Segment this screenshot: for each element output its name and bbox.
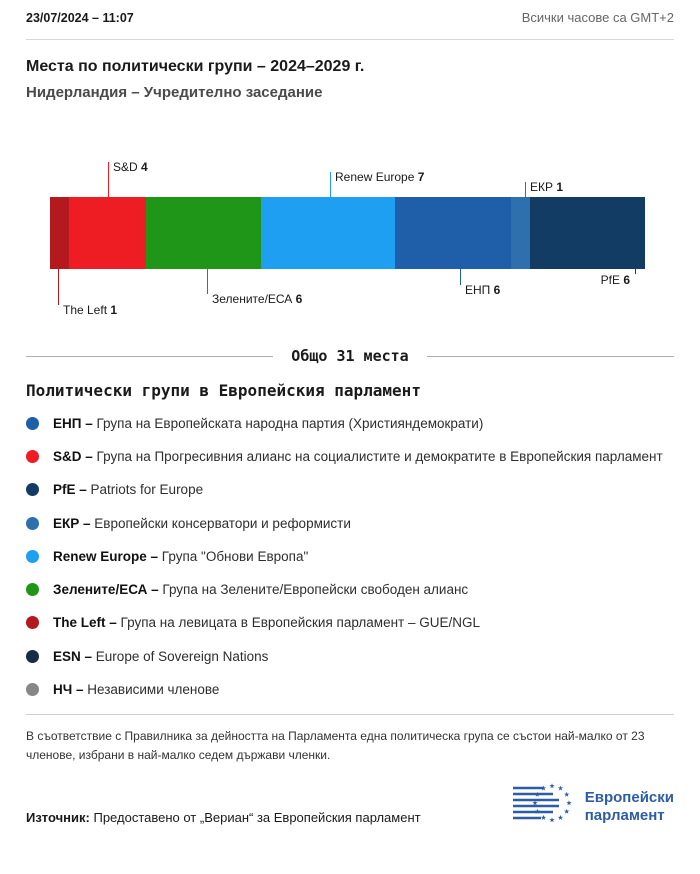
bar-segment-ЕКР[interactable] — [510, 197, 530, 269]
group-color-dot — [26, 483, 39, 497]
group-color-dot — [26, 682, 39, 696]
source-text: Предоставено от „Вериан“ за Европейския … — [93, 810, 421, 826]
bar-segment-Renew Europe[interactable] — [261, 197, 396, 269]
callout-label-sd: S&D 4 — [113, 160, 148, 174]
rules-footnote: В съответствие с Правилника за дейността… — [26, 728, 645, 762]
group-color-dot — [26, 516, 39, 530]
timezone-note: Всички часове са GMT+2 — [521, 10, 674, 25]
bar-segment-The Left[interactable] — [50, 197, 70, 269]
legend-item-ecr: ЕКР – Европейски консерватори и реформис… — [26, 515, 674, 533]
total-divider-left — [26, 355, 274, 357]
group-color-dot — [26, 450, 39, 464]
group-abbr: Зелените/ЕСА – — [53, 582, 159, 598]
page-footer: Източник: Предоставено от „Вериан“ за Ев… — [26, 780, 674, 833]
callout-label-theleft: The Left 1 — [63, 303, 118, 317]
callout-line-epp — [460, 269, 461, 285]
group-abbr: PfE – — [53, 482, 87, 498]
group-description: Група на Зелените/Европейски свободен ал… — [162, 582, 469, 598]
group-description: Група на Прогресивния алианс на социалис… — [96, 449, 663, 465]
group-abbr: НЧ – — [53, 681, 84, 697]
legend-item-greens: Зелените/ЕСА – Група на Зелените/Европей… — [26, 581, 674, 599]
legend-item-epp: ЕНП – Група на Европейската народна парт… — [26, 415, 674, 433]
eu-parliament-logo-icon — [511, 780, 575, 833]
bar-segment-Зелените/ЕСА[interactable] — [145, 197, 262, 269]
group-description: Европейски консерватори и реформисти — [94, 515, 351, 531]
callout-label-renew: Renew Europe 7 — [335, 170, 425, 184]
stacked-bar — [50, 197, 645, 269]
callout-line-pfe — [635, 269, 636, 274]
group-description: Независими членове — [87, 681, 220, 697]
bar-segment-ЕНП[interactable] — [395, 197, 511, 269]
total-seats-row: Общо 31 места — [26, 347, 674, 365]
bar-segment-PfE[interactable] — [529, 197, 645, 269]
legend-heading: Политически групи в Европейския парламен… — [26, 381, 421, 400]
callout-label-epp: ЕНП 6 — [465, 283, 501, 297]
seat-distribution-chart: S&D 4 Renew Europe 7 ЕКР 1 The Left 1 Зе… — [26, 157, 674, 325]
callout-line-sd — [108, 162, 109, 197]
total-seats-label: Общо 31 места — [291, 347, 409, 365]
legend-item-ni: НЧ – Независими членове — [26, 681, 674, 699]
source-line: Източник: Предоставено от „Вериан“ за Ев… — [26, 810, 421, 825]
group-description: Група на Европейската народна партия (Хр… — [96, 416, 484, 431]
session-date: 23/07/2024 – 11:07 — [26, 11, 134, 25]
bar-segment-S&D[interactable] — [69, 197, 146, 269]
callout-line-greens — [207, 269, 208, 294]
footnote-divider — [26, 713, 674, 715]
legend-item-renew: Renew Europe – Група "Обнови Европа" — [26, 548, 674, 566]
group-description: Група на левицата в Европейския парламен… — [120, 615, 480, 631]
eu-parliament-logo[interactable]: Европейски парламент — [511, 780, 674, 833]
legend-item-pfe: PfE – Patriots for Europe — [26, 481, 674, 499]
logo-text-line1: Европейски — [584, 789, 674, 807]
callout-label-ecr: ЕКР 1 — [530, 180, 564, 194]
header-bar: 23/07/2024 – 11:07 Всички часове са GMT+… — [26, 10, 674, 30]
group-color-dot — [26, 616, 39, 630]
group-color-dot — [26, 649, 39, 663]
political-groups-legend: ЕНП – Група на Европейската народна парт… — [26, 415, 674, 699]
group-color-dot — [26, 583, 39, 597]
page-subtitle: Нидерландия – Учредително заседание — [26, 84, 323, 101]
group-abbr: The Left – — [53, 615, 117, 631]
callout-line-ecr — [525, 182, 526, 197]
group-abbr: ESN – — [53, 648, 93, 664]
group-abbr: Renew Europe – — [53, 548, 159, 564]
logo-text-line2: парламент — [584, 806, 665, 824]
logo-text: Европейски парламент — [585, 789, 674, 824]
source-label: Източник: — [26, 810, 90, 826]
legend-item-esn: ESN – Europe of Sovereign Nations — [26, 648, 674, 666]
group-color-dot — [26, 417, 39, 430]
callout-line-renew — [330, 172, 331, 197]
callout-label-greens: Зелените/ЕСА 6 — [212, 292, 303, 306]
page-title: Места по политически групи – 2024–2029 г… — [26, 58, 365, 75]
group-abbr: S&D – — [53, 449, 93, 465]
group-abbr: ЕНП – — [53, 416, 93, 431]
group-description: Група "Обнови Европа" — [161, 548, 309, 564]
group-description: Europe of Sovereign Nations — [95, 648, 269, 664]
group-color-dot — [26, 549, 39, 563]
group-abbr: ЕКР – — [53, 515, 91, 531]
total-divider-right — [426, 355, 674, 357]
group-description: Patriots for Europe — [90, 482, 204, 498]
header-divider — [26, 39, 674, 40]
callout-label-pfe: PfE 6 — [600, 273, 630, 287]
legend-item-theleft: The Left – Група на левицата в Европейск… — [26, 614, 674, 632]
legend-item-sd: S&D – Група на Прогресивния алианс на со… — [26, 448, 674, 466]
callout-line-theleft — [58, 269, 59, 305]
